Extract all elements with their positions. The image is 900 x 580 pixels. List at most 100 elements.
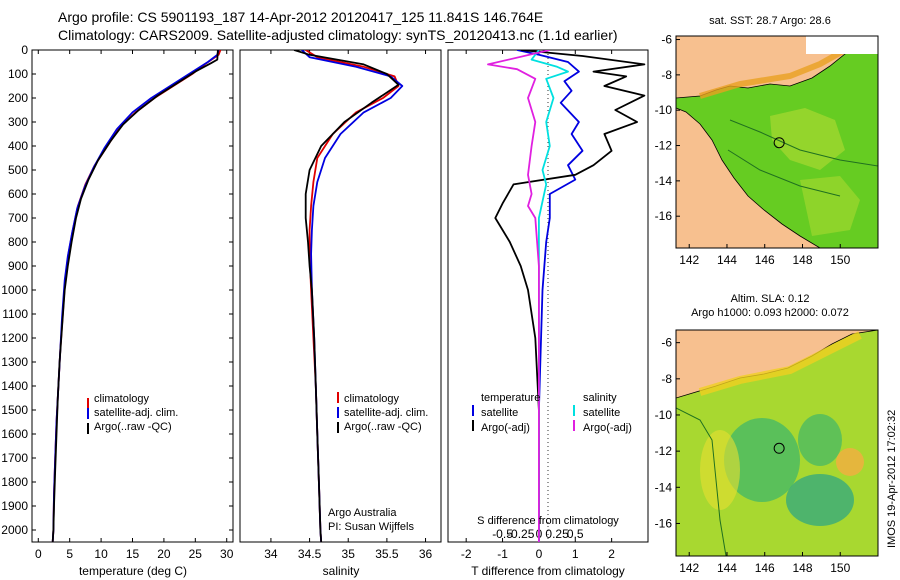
difference-xlabel: T difference from climatology [471, 564, 625, 578]
series-line-salinity-argo-adj- [487, 50, 551, 542]
s-diff-tick-label: 0.5 [567, 527, 584, 541]
x-tick-label: 35.5 [375, 547, 399, 561]
lon-tick-label: 142 [679, 561, 699, 575]
x-tick-label: 35 [342, 547, 356, 561]
lat-tick-label: -10 [655, 408, 673, 422]
y-tick-label: 200 [8, 91, 28, 105]
page-subtitle: Climatology: CARS2009. Satellite-adjuste… [58, 27, 618, 43]
legend-label: Argo(-adj) [583, 422, 632, 434]
sla-map-frame [675, 329, 879, 557]
lon-tick-label: 150 [830, 561, 850, 575]
x-tick-label: 15 [126, 547, 140, 561]
lat-tick-label: -6 [661, 336, 672, 350]
difference-frame [447, 49, 649, 543]
float-position-marker [773, 137, 785, 149]
temperature-xlabel: temperature (deg C) [79, 564, 187, 578]
lat-tick-label: -12 [655, 139, 673, 153]
salinity-legend: climatology satellite-adj. clim. Argo(..… [337, 392, 428, 433]
sla-map: Altim. SLA: 0.12 Argo h1000: 0.093 h2000… [655, 293, 879, 575]
x-tick-label: 1 [572, 547, 579, 561]
temperature-lines [51, 50, 222, 542]
temperature-legend: climatology satellite-adj. clim. Argo(..… [87, 393, 178, 434]
isobath [727, 149, 841, 197]
series-line-argo-raw-qc- [293, 50, 400, 542]
temperature-ticks: 0 5 10 15 20 25 30 [35, 50, 234, 561]
y-tick-label: 800 [8, 235, 28, 249]
sst-patch [770, 108, 845, 170]
salinity-xlabel: salinity [323, 564, 360, 578]
sla-band [698, 331, 862, 396]
temperature-panel: 0 5 10 15 20 25 30 010020030040050060070080090… [1, 43, 648, 578]
y-tick-label: 1300 [1, 355, 28, 369]
lon-tick-label: 144 [717, 561, 737, 575]
x-tick-label: -2 [461, 547, 472, 561]
y-tick-label: 700 [8, 211, 28, 225]
x-tick-label: 2 [608, 547, 615, 561]
sla-map-ticks: -6 -8 -10 -12 -14 -16 142 144 146 148 150 [655, 336, 851, 575]
lat-tick-label: -8 [661, 372, 672, 386]
salinity-note: PI: Susan Wijffels [328, 521, 414, 533]
x-tick-label: 36 [419, 547, 433, 561]
y-tick-label: 1400 [1, 379, 28, 393]
legend-label: Argo(..raw -QC) [94, 421, 172, 433]
lon-tick-label: 146 [755, 561, 775, 575]
x-tick-label: -1 [497, 547, 508, 561]
series-line-salinity-satellite [530, 50, 569, 542]
lon-tick-label: 142 [679, 253, 699, 267]
y-tick-label: 1900 [1, 499, 28, 513]
legend-label: Argo(..raw -QC) [344, 421, 422, 433]
y-tick-label: 1000 [1, 283, 28, 297]
y-tick-label: 1700 [1, 451, 28, 465]
page-title: Argo profile: CS 5901193_187 14-Apr-2012… [58, 9, 544, 25]
lon-tick-label: 148 [792, 561, 812, 575]
salinity-diff-label: S difference from climatology [477, 515, 619, 527]
s-diff-tick-label: -0.5 [492, 527, 513, 541]
lat-tick-label: -10 [655, 103, 673, 117]
side-stamp: IMOS 19-Apr-2012 17:02:32 [886, 410, 898, 548]
difference-ticks: -2 -1 0 1 2-0.5-0.25 0 0.250.5 [461, 50, 615, 561]
sst-map: sat. SST: 28.7 Argo: 28.6 -6-8-10-12-14-… [655, 15, 879, 267]
legend-label: satellite [583, 407, 620, 419]
float-position-marker [773, 442, 785, 454]
lat-tick-label: -16 [655, 516, 673, 530]
sla-high [836, 448, 864, 476]
salinity-frame [239, 49, 442, 543]
series-line-temperature-satellite [516, 50, 584, 542]
legend-head-salinity: salinity [583, 392, 617, 404]
salinity-lines [293, 50, 404, 542]
legend-label: satellite-adj. clim. [344, 407, 428, 419]
sst-map-ticks: -6 -8 -10 -12 -14 -16 142 144 146 148 150 [655, 33, 851, 267]
s-diff-tick-label: -0.25 [507, 527, 535, 541]
x-tick-label: 34 [264, 547, 278, 561]
y-tick-label: 1100 [2, 307, 28, 321]
sst-patch [800, 176, 860, 236]
difference-panel: -2 -1 0 1 2-0.5-0.25 0 0.250.5 temperature sal… [447, 49, 649, 578]
sla-low [798, 414, 842, 466]
x-tick-label: 0 [35, 547, 42, 561]
y-tick-label: 1600 [1, 427, 28, 441]
lon-tick-label: 148 [792, 253, 812, 267]
lat-tick-label: -6 [661, 33, 672, 47]
y-tick-label: 1500 [1, 403, 28, 417]
legend-head-temperature: temperature [481, 392, 540, 404]
x-tick-label: 30 [220, 547, 234, 561]
lat-tick-label: -8 [661, 68, 672, 82]
temperature-frame [31, 49, 234, 543]
warm-band [699, 47, 847, 99]
y-tick-label: 2000 [1, 523, 28, 537]
lat-tick-label: -12 [655, 444, 673, 458]
isobath [729, 119, 878, 167]
y-tick-label: 0 [21, 43, 28, 57]
sst-map-frame [675, 35, 879, 249]
lat-tick-label: -14 [655, 480, 673, 494]
salinity-panel: 34 34.5 35 35.5 36 climatology satellite-adj… [239, 49, 442, 578]
sst-map-title: sat. SST: 28.7 Argo: 28.6 [709, 15, 831, 27]
s-diff-tick-label: 0.25 [545, 527, 569, 541]
salinity-note: Argo Australia [328, 507, 397, 519]
x-tick-label: 5 [66, 547, 73, 561]
y-tick-label: 1800 [1, 475, 28, 489]
sla-map-title: Argo h1000: 0.093 h2000: 0.072 [691, 307, 849, 319]
y-tick-label: 900 [8, 259, 28, 273]
sla-map-title: Altim. SLA: 0.12 [731, 293, 810, 305]
